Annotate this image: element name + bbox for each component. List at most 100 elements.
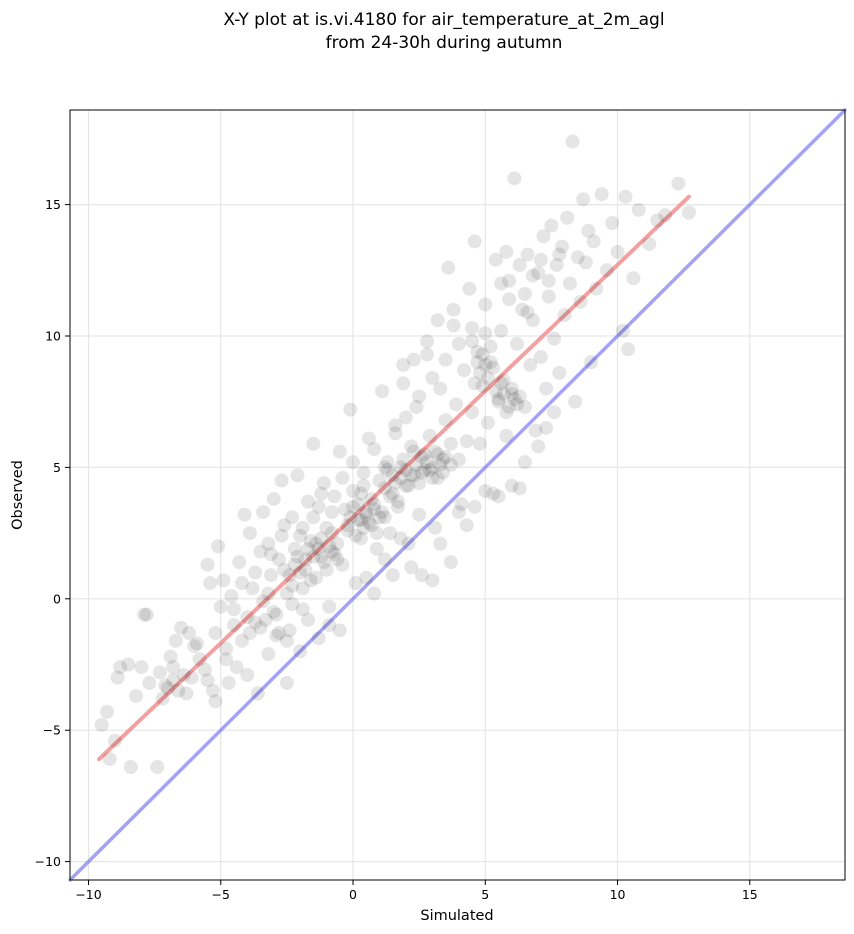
scatter-point xyxy=(388,426,403,441)
scatter-point xyxy=(274,528,289,543)
scatter-point xyxy=(472,365,487,380)
scatter-point xyxy=(184,670,199,685)
scatter-point xyxy=(301,612,316,627)
y-tick-label: 10 xyxy=(45,329,61,344)
x-axis-ticks: −10 −5 0 5 10 15 xyxy=(75,880,758,902)
scatter-point xyxy=(504,478,519,493)
scatter-point xyxy=(375,384,390,399)
scatter-point xyxy=(465,334,480,349)
scatter-point xyxy=(226,618,241,633)
scatter-point xyxy=(483,339,498,354)
scatter-point xyxy=(401,536,416,551)
scatter-point xyxy=(208,694,223,709)
scatter-point xyxy=(293,644,308,659)
scatter-point xyxy=(219,652,234,667)
scatter-point xyxy=(435,452,450,467)
y-axis-ticks: −10 −5 0 5 10 15 xyxy=(35,197,70,869)
fit-line xyxy=(97,194,691,762)
scatter-point xyxy=(203,576,218,591)
scatter-point xyxy=(110,670,125,685)
scatter-point xyxy=(671,176,686,191)
scatter-point xyxy=(226,602,241,617)
scatter-point xyxy=(412,389,427,404)
scatter-point xyxy=(316,555,331,570)
scatter-point xyxy=(517,455,532,470)
scatter-point xyxy=(507,392,522,407)
scatter-point xyxy=(525,268,540,283)
scatter-point xyxy=(282,623,297,638)
scatter-point xyxy=(256,594,271,609)
scatter-point xyxy=(327,489,342,504)
scatter-point xyxy=(324,526,339,541)
scatter-point xyxy=(287,557,302,572)
scatter-point xyxy=(250,686,265,701)
scatter-point xyxy=(308,570,323,585)
scatter-point xyxy=(520,305,535,320)
scatter-point xyxy=(499,405,514,420)
scatter-point xyxy=(465,405,480,420)
scatter-point xyxy=(443,436,458,451)
grid-lines xyxy=(70,110,845,880)
scatter-point xyxy=(393,460,408,475)
scatter-point xyxy=(100,704,115,719)
scatter-point xyxy=(430,313,445,328)
scatter-point xyxy=(562,276,577,291)
scatter-point xyxy=(343,510,358,525)
scatter-point xyxy=(390,494,405,509)
scatter-point xyxy=(256,505,271,520)
scatter-point xyxy=(229,660,244,675)
scatter-point xyxy=(480,371,495,386)
scatter-point xyxy=(470,355,485,370)
scatter-point xyxy=(581,223,596,238)
scatter-point xyxy=(308,536,323,551)
scatter-point xyxy=(372,473,387,488)
scatter-point xyxy=(279,633,294,648)
scatter-point xyxy=(332,623,347,638)
scatter-point xyxy=(425,460,440,475)
scatter-point xyxy=(565,134,580,149)
scatter-point xyxy=(211,539,226,554)
scatter-point xyxy=(301,494,316,509)
scatter-point xyxy=(258,612,273,627)
scatter-point xyxy=(396,376,411,391)
scatter-point xyxy=(512,258,527,273)
scatter-point xyxy=(502,292,517,307)
scatter-point xyxy=(568,394,583,409)
scatter-point xyxy=(134,660,149,675)
scatter-point xyxy=(520,247,535,262)
scatter-point xyxy=(483,355,498,370)
fit-line-group xyxy=(97,194,691,762)
scatter-point xyxy=(224,589,239,604)
y-tick-label: −10 xyxy=(35,854,61,869)
scatter-point xyxy=(356,520,371,535)
scatter-point xyxy=(303,533,318,548)
scatter-point xyxy=(327,547,342,562)
scatter-point xyxy=(377,481,392,496)
scatter-point xyxy=(576,192,591,207)
scatter-point xyxy=(383,489,398,504)
scatter-point xyxy=(348,528,363,543)
scatter-point xyxy=(385,568,400,583)
scatter-point xyxy=(412,476,427,491)
scatter-point xyxy=(176,668,191,683)
scatter-point xyxy=(589,281,604,296)
scatter-point xyxy=(584,355,599,370)
scatter-point xyxy=(293,528,308,543)
scatter-point xyxy=(361,515,376,530)
scatter-point xyxy=(570,250,585,265)
scatter-point xyxy=(213,599,228,614)
scatter-point xyxy=(189,636,204,651)
scatter-point xyxy=(420,347,435,362)
scatter-point xyxy=(512,389,527,404)
scatter-point xyxy=(409,399,424,414)
scatter-point xyxy=(242,625,257,640)
scatter-point xyxy=(398,463,413,478)
x-tick-label: 0 xyxy=(349,887,357,902)
scatter-point xyxy=(398,410,413,425)
scatter-point xyxy=(465,321,480,336)
scatter-point xyxy=(319,520,334,535)
scatter-point xyxy=(324,544,339,559)
scatter-point xyxy=(414,568,429,583)
scatter-point xyxy=(290,549,305,564)
scatter-point xyxy=(478,357,493,372)
